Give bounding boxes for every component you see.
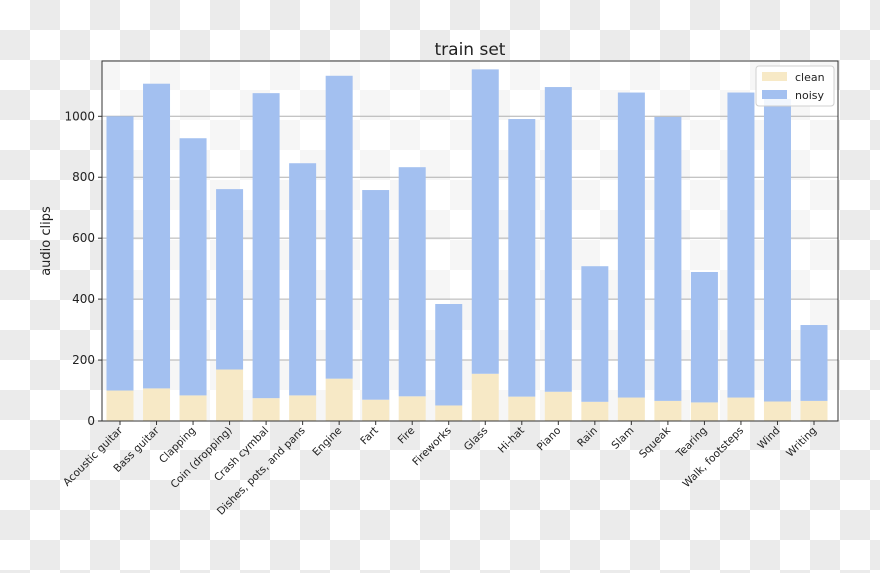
bar-noisy	[143, 83, 171, 389]
bar-clean	[325, 378, 353, 421]
bar-clean	[690, 402, 718, 421]
bar-noisy	[654, 116, 682, 401]
chart-title: train set	[435, 40, 506, 60]
bar-noisy	[106, 116, 134, 391]
y-tick-label: 400	[72, 292, 95, 306]
bar-clean	[763, 401, 791, 421]
legend-swatch-clean	[762, 72, 787, 81]
y-tick-label: 800	[72, 170, 95, 184]
x-tick-label: Fireworks	[410, 425, 454, 469]
y-tick-label: 200	[72, 353, 95, 367]
y-axis-label: audio clips	[39, 206, 54, 276]
bar-clean	[362, 399, 390, 421]
bar-clean	[508, 396, 536, 421]
x-tick-label: Writing	[784, 425, 819, 460]
bar-noisy	[508, 119, 536, 397]
x-tick-label: Squeak	[637, 424, 674, 461]
bar-clean	[581, 401, 609, 421]
x-tick-label: Wind	[755, 425, 782, 452]
bar-noisy	[690, 272, 718, 403]
bar-noisy	[216, 189, 244, 370]
bar-clean	[800, 400, 828, 421]
x-tick-label: Glass	[462, 425, 491, 454]
plot-area	[101, 60, 839, 422]
bar-clean	[544, 391, 572, 421]
legend-label-clean: clean	[795, 71, 825, 84]
bars	[106, 69, 828, 421]
x-tick-label: Slam	[609, 425, 636, 452]
x-tick-label: Fire	[396, 425, 418, 447]
bar-clean	[289, 395, 317, 421]
y-axis: 0 200 400 600 800 1000	[64, 109, 102, 428]
bar-noisy	[544, 87, 572, 392]
bar-noisy	[727, 92, 755, 398]
legend: clean noisy	[755, 65, 835, 107]
bar-noisy	[398, 167, 426, 397]
x-tick-label: Acoustic guitar	[61, 424, 126, 489]
bar-noisy	[617, 92, 645, 398]
legend-label-noisy: noisy	[795, 89, 824, 102]
bar-noisy	[362, 190, 390, 400]
bar-noisy	[581, 266, 609, 402]
x-tick-label: Engine	[310, 425, 344, 459]
bar-clean	[727, 397, 755, 421]
y-tick-label: 0	[87, 414, 95, 428]
x-tick-label: Piano	[535, 425, 564, 454]
bar-clean	[143, 388, 171, 421]
bar-noisy	[252, 93, 280, 399]
bar-clean	[398, 396, 426, 421]
bar-noisy	[179, 138, 207, 396]
legend-swatch-noisy	[762, 90, 787, 99]
bar-noisy	[435, 303, 463, 406]
bar-clean	[654, 400, 682, 421]
bar-clean	[106, 390, 134, 421]
y-tick-label: 1000	[64, 109, 95, 123]
axes-frame	[101, 60, 839, 422]
bar-noisy	[325, 75, 353, 379]
bar-noisy	[763, 98, 791, 402]
y-tick-label: 600	[72, 231, 95, 245]
x-tick-label: Tearing	[673, 425, 709, 461]
bar-noisy	[289, 163, 317, 396]
bar-clean	[179, 395, 207, 421]
bar-clean	[216, 369, 244, 421]
x-tick-label: Rain	[575, 425, 600, 450]
bar-clean	[252, 398, 280, 421]
bar-clean	[617, 397, 645, 421]
x-tick-label: Fart	[358, 425, 381, 448]
bar-clean	[471, 373, 499, 421]
bar-clean	[435, 405, 463, 421]
bar-noisy	[800, 325, 828, 401]
x-tick-label: Hi-hat	[496, 425, 527, 456]
bar-noisy	[471, 69, 499, 374]
